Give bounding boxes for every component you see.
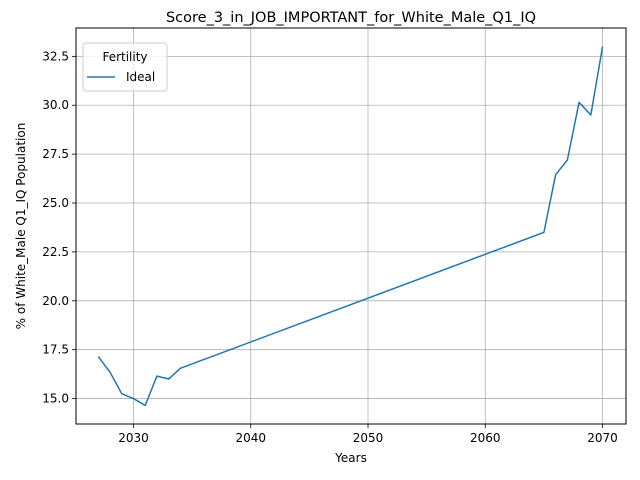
x-axis-label: Years: [334, 451, 367, 465]
x-tick-label: 2070: [587, 431, 618, 445]
x-tick-label: 2050: [353, 431, 384, 445]
legend: Fertility Ideal: [82, 42, 168, 92]
y-axis: 15.0 17.5 20.0 22.5 25.0 27.5 30.0 32.5: [42, 49, 76, 406]
y-axis-label: % of White_Male Q1_IQ Population: [14, 123, 28, 330]
x-tick-label: 2060: [470, 431, 501, 445]
y-tick-label: 25.0: [42, 196, 69, 210]
y-tick-label: 27.5: [42, 147, 69, 161]
x-tick-label: 2030: [118, 431, 149, 445]
legend-box: [82, 42, 168, 92]
y-tick-label: 17.5: [42, 343, 69, 357]
series-layer: [97, 46, 604, 407]
plot-frame: [75, 27, 627, 425]
y-tick-label: 30.0: [42, 98, 69, 112]
y-tick-label: 22.5: [42, 245, 69, 259]
legend-title: Fertility: [102, 50, 147, 64]
x-axis: 2030 2040 2050 2060 2070: [118, 424, 618, 445]
legend-entry-ideal: Ideal: [126, 70, 155, 84]
x-tick-label: 2040: [235, 431, 266, 445]
series-line-ideal: [97, 46, 604, 407]
y-tick-label: 20.0: [42, 294, 69, 308]
grid-lines: [76, 28, 626, 424]
y-tick-label: 32.5: [42, 49, 69, 63]
chart-title: Score_3_in_JOB_IMPORTANT_for_White_Male_…: [166, 10, 536, 26]
y-tick-label: 15.0: [42, 392, 69, 406]
